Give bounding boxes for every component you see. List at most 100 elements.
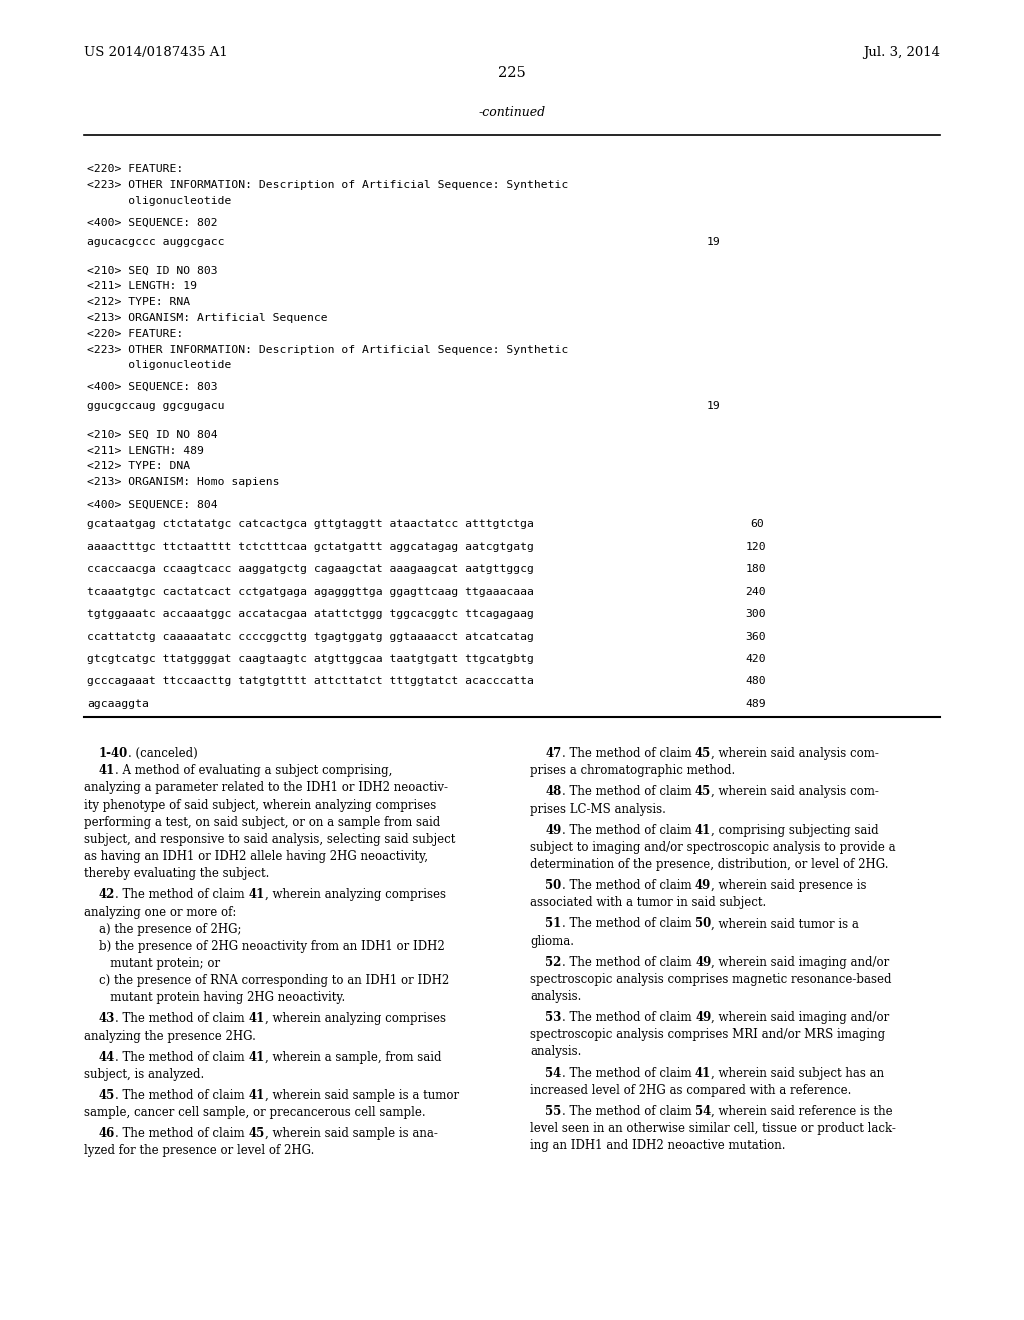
Text: 120: 120 <box>745 541 766 552</box>
Text: . (canceled): . (canceled) <box>128 747 198 760</box>
Text: 360: 360 <box>745 632 766 642</box>
Text: <210> SEQ ID NO 803: <210> SEQ ID NO 803 <box>87 265 218 276</box>
Text: <211> LENGTH: 19: <211> LENGTH: 19 <box>87 281 197 292</box>
Text: level seen in an otherwise similar cell, tissue or product lack-: level seen in an otherwise similar cell,… <box>530 1122 896 1135</box>
Text: , wherein analyzing comprises: , wherein analyzing comprises <box>265 1012 446 1026</box>
Text: 41: 41 <box>249 888 265 902</box>
Text: . The method of claim: . The method of claim <box>116 1012 249 1026</box>
Text: 43: 43 <box>99 1012 116 1026</box>
Text: 45: 45 <box>695 785 712 799</box>
Text: sample, cancer cell sample, or precancerous cell sample.: sample, cancer cell sample, or precancer… <box>84 1106 426 1119</box>
Text: ggucgccaug ggcgugacu: ggucgccaug ggcgugacu <box>87 401 224 412</box>
Text: a) the presence of 2HG;: a) the presence of 2HG; <box>84 923 242 936</box>
Text: 489: 489 <box>745 700 766 709</box>
Text: increased level of 2HG as compared with a reference.: increased level of 2HG as compared with … <box>530 1084 852 1097</box>
Text: <212> TYPE: DNA: <212> TYPE: DNA <box>87 462 190 471</box>
Text: 48: 48 <box>546 785 562 799</box>
Text: analyzing one or more of:: analyzing one or more of: <box>84 906 237 919</box>
Text: gcccagaaat ttccaacttg tatgtgtttt attcttatct tttggtatct acacccatta: gcccagaaat ttccaacttg tatgtgtttt attctta… <box>87 676 534 686</box>
Text: 50: 50 <box>695 917 712 931</box>
Text: . The method of claim: . The method of claim <box>116 1051 249 1064</box>
Text: 44: 44 <box>99 1051 116 1064</box>
Text: , wherein said presence is: , wherein said presence is <box>712 879 866 892</box>
Text: , comprising subjecting said: , comprising subjecting said <box>712 824 879 837</box>
Text: subject to imaging and/or spectroscopic analysis to provide a: subject to imaging and/or spectroscopic … <box>530 841 896 854</box>
Text: 41: 41 <box>695 824 712 837</box>
Text: prises a chromatographic method.: prises a chromatographic method. <box>530 764 735 777</box>
Text: <400> SEQUENCE: 803: <400> SEQUENCE: 803 <box>87 381 218 392</box>
Text: 180: 180 <box>745 565 766 574</box>
Text: , wherein said imaging and/or: , wherein said imaging and/or <box>712 956 890 969</box>
Text: thereby evaluating the subject.: thereby evaluating the subject. <box>84 867 269 880</box>
Text: . The method of claim: . The method of claim <box>116 1089 249 1102</box>
Text: , wherein said reference is the: , wherein said reference is the <box>712 1105 893 1118</box>
Text: ing an IDH1 and IDH2 neoactive mutation.: ing an IDH1 and IDH2 neoactive mutation. <box>530 1139 786 1152</box>
Text: as having an IDH1 or IDH2 allele having 2HG neoactivity,: as having an IDH1 or IDH2 allele having … <box>84 850 428 863</box>
Text: gcataatgag ctctatatgc catcactgca gttgtaggtt ataactatcc atttgtctga: gcataatgag ctctatatgc catcactgca gttgtag… <box>87 519 534 529</box>
Text: . The method of claim: . The method of claim <box>562 1105 695 1118</box>
Text: agucacgccc auggcgacc: agucacgccc auggcgacc <box>87 238 224 247</box>
Text: 480: 480 <box>745 676 766 686</box>
Text: -continued: -continued <box>478 106 546 119</box>
Text: spectroscopic analysis comprises magnetic resonance-based: spectroscopic analysis comprises magneti… <box>530 973 892 986</box>
Text: associated with a tumor in said subject.: associated with a tumor in said subject. <box>530 896 767 909</box>
Text: c) the presence of RNA corresponding to an IDH1 or IDH2: c) the presence of RNA corresponding to … <box>84 974 450 987</box>
Text: 41: 41 <box>99 764 116 777</box>
Text: 240: 240 <box>745 586 766 597</box>
Text: , wherein said analysis com-: , wherein said analysis com- <box>712 785 880 799</box>
Text: <220> FEATURE:: <220> FEATURE: <box>87 329 183 339</box>
Text: . The method of claim: . The method of claim <box>562 785 695 799</box>
Text: 300: 300 <box>745 610 766 619</box>
Text: , wherein said sample is a tumor: , wherein said sample is a tumor <box>265 1089 459 1102</box>
Text: 49: 49 <box>695 1011 712 1024</box>
Text: , wherein said tumor is a: , wherein said tumor is a <box>712 917 859 931</box>
Text: determination of the presence, distribution, or level of 2HG.: determination of the presence, distribut… <box>530 858 889 871</box>
Text: 420: 420 <box>745 655 766 664</box>
Text: 41: 41 <box>249 1051 265 1064</box>
Text: Jul. 3, 2014: Jul. 3, 2014 <box>863 46 940 59</box>
Text: 42: 42 <box>99 888 116 902</box>
Text: 60: 60 <box>751 519 764 529</box>
Text: 1-40: 1-40 <box>99 747 128 760</box>
Text: . The method of claim: . The method of claim <box>562 917 695 931</box>
Text: prises LC-MS analysis.: prises LC-MS analysis. <box>530 803 667 816</box>
Text: oligonucleotide: oligonucleotide <box>87 195 231 206</box>
Text: 50: 50 <box>546 879 562 892</box>
Text: <212> TYPE: RNA: <212> TYPE: RNA <box>87 297 190 308</box>
Text: analyzing the presence 2HG.: analyzing the presence 2HG. <box>84 1030 256 1043</box>
Text: <213> ORGANISM: Artificial Sequence: <213> ORGANISM: Artificial Sequence <box>87 313 328 323</box>
Text: , wherein a sample, from said: , wherein a sample, from said <box>265 1051 441 1064</box>
Text: aaaactttgc ttctaatttt tctctttcaa gctatgattt aggcatagag aatcgtgatg: aaaactttgc ttctaatttt tctctttcaa gctatga… <box>87 541 534 552</box>
Text: 49: 49 <box>546 824 562 837</box>
Text: analyzing a parameter related to the IDH1 or IDH2 neoactiv-: analyzing a parameter related to the IDH… <box>84 781 447 795</box>
Text: 45: 45 <box>695 747 712 760</box>
Text: performing a test, on said subject, or on a sample from said: performing a test, on said subject, or o… <box>84 816 440 829</box>
Text: 51: 51 <box>546 917 562 931</box>
Text: 41: 41 <box>249 1089 265 1102</box>
Text: . The method of claim: . The method of claim <box>562 879 695 892</box>
Text: <400> SEQUENCE: 802: <400> SEQUENCE: 802 <box>87 218 218 228</box>
Text: tcaaatgtgc cactatcact cctgatgaga agagggttga ggagttcaag ttgaaacaaa: tcaaatgtgc cactatcact cctgatgaga agagggt… <box>87 586 534 597</box>
Text: . The method of claim: . The method of claim <box>116 888 249 902</box>
Text: . The method of claim: . The method of claim <box>562 1011 695 1024</box>
Text: , wherein said subject has an: , wherein said subject has an <box>712 1067 885 1080</box>
Text: <220> FEATURE:: <220> FEATURE: <box>87 165 183 174</box>
Text: <211> LENGTH: 489: <211> LENGTH: 489 <box>87 446 204 455</box>
Text: , wherein said imaging and/or: , wherein said imaging and/or <box>712 1011 890 1024</box>
Text: lyzed for the presence or level of 2HG.: lyzed for the presence or level of 2HG. <box>84 1144 314 1158</box>
Text: , wherein analyzing comprises: , wherein analyzing comprises <box>265 888 446 902</box>
Text: <223> OTHER INFORMATION: Description of Artificial Sequence: Synthetic: <223> OTHER INFORMATION: Description of … <box>87 180 568 190</box>
Text: gtcgtcatgc ttatggggat caagtaagtc atgttggcaa taatgtgatt ttgcatgbtg: gtcgtcatgc ttatggggat caagtaagtc atgttgg… <box>87 655 534 664</box>
Text: 55: 55 <box>546 1105 562 1118</box>
Text: 41: 41 <box>249 1012 265 1026</box>
Text: 49: 49 <box>695 879 712 892</box>
Text: , wherein said analysis com-: , wherein said analysis com- <box>712 747 880 760</box>
Text: . The method of claim: . The method of claim <box>116 1127 249 1140</box>
Text: subject, is analyzed.: subject, is analyzed. <box>84 1068 204 1081</box>
Text: 49: 49 <box>695 956 712 969</box>
Text: 52: 52 <box>546 956 562 969</box>
Text: US 2014/0187435 A1: US 2014/0187435 A1 <box>84 46 227 59</box>
Text: 46: 46 <box>99 1127 116 1140</box>
Text: ity phenotype of said subject, wherein analyzing comprises: ity phenotype of said subject, wherein a… <box>84 799 436 812</box>
Text: 47: 47 <box>546 747 562 760</box>
